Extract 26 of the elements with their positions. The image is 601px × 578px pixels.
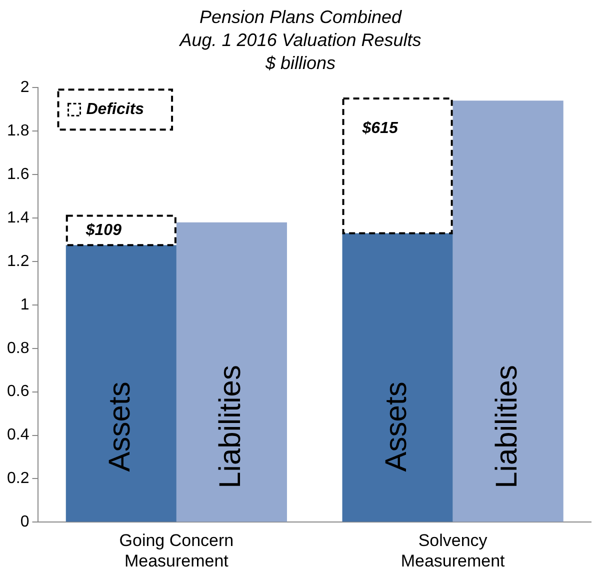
text: Liabilities bbox=[490, 364, 524, 488]
y-tick-label: 1.8 bbox=[6, 122, 30, 140]
series-label: Assets bbox=[103, 382, 136, 472]
text: Assets bbox=[380, 382, 413, 472]
x-tick-label: Solvency Measurement bbox=[400, 531, 506, 570]
x-tick-label: Going Concern Measurement bbox=[119, 531, 234, 570]
bar bbox=[66, 214, 176, 246]
bar bbox=[66, 245, 176, 522]
y-tick-label: 0.2 bbox=[6, 470, 30, 488]
y-tick-label: 0 bbox=[20, 514, 30, 531]
bar bbox=[342, 233, 453, 522]
bar bbox=[176, 222, 287, 522]
annotation: $615 bbox=[361, 120, 399, 137]
legend-label: Deficits bbox=[86, 101, 144, 118]
y-tick-label: 1.4 bbox=[6, 209, 30, 226]
series-label: Liabilities bbox=[214, 364, 247, 488]
y-tick-label: 0.4 bbox=[6, 426, 30, 444]
y-tick-label: 0.8 bbox=[6, 340, 30, 357]
y-tick-label: 1 bbox=[20, 296, 30, 314]
y-tick-label: 0.6 bbox=[6, 383, 30, 400]
y-tick-label: 1.6 bbox=[6, 166, 30, 183]
y-tick-label: 2 bbox=[20, 79, 30, 96]
y-tick-label: 1.2 bbox=[6, 252, 30, 270]
bar bbox=[452, 100, 564, 522]
annotation: $109 bbox=[84, 222, 122, 239]
chart-title: Pension Plans Combined Aug. 1 2016 Valuation Results $ billions bbox=[178, 6, 422, 75]
